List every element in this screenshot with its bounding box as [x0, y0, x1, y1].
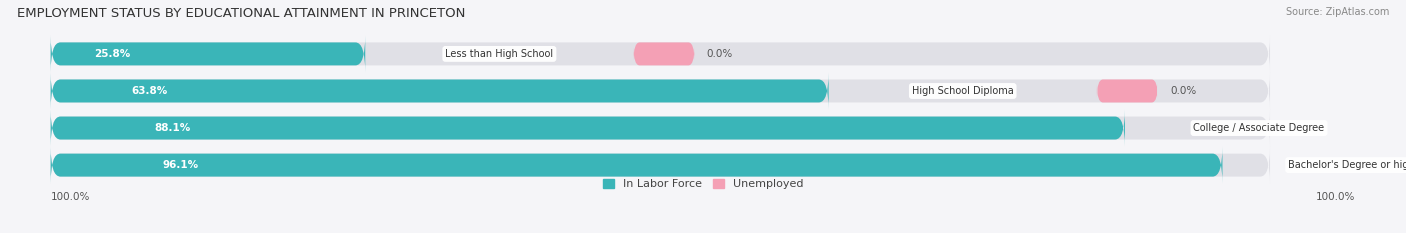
Text: 100.0%: 100.0%: [51, 192, 90, 202]
Text: 96.1%: 96.1%: [163, 160, 198, 170]
FancyBboxPatch shape: [634, 42, 695, 65]
Text: Bachelor's Degree or higher: Bachelor's Degree or higher: [1288, 160, 1406, 170]
FancyBboxPatch shape: [51, 36, 366, 72]
FancyBboxPatch shape: [51, 110, 1125, 146]
Text: 88.1%: 88.1%: [155, 123, 191, 133]
FancyBboxPatch shape: [51, 73, 828, 109]
Text: College / Associate Degree: College / Associate Degree: [1194, 123, 1324, 133]
FancyBboxPatch shape: [51, 147, 1270, 183]
FancyBboxPatch shape: [51, 147, 1222, 183]
Text: Less than High School: Less than High School: [446, 49, 554, 59]
Text: Source: ZipAtlas.com: Source: ZipAtlas.com: [1285, 7, 1389, 17]
FancyBboxPatch shape: [51, 36, 1270, 72]
Legend: In Labor Force, Unemployed: In Labor Force, Unemployed: [598, 175, 808, 194]
FancyBboxPatch shape: [51, 110, 1270, 146]
FancyBboxPatch shape: [51, 73, 1270, 109]
Text: High School Diploma: High School Diploma: [912, 86, 1014, 96]
Text: 63.8%: 63.8%: [131, 86, 167, 96]
Text: EMPLOYMENT STATUS BY EDUCATIONAL ATTAINMENT IN PRINCETON: EMPLOYMENT STATUS BY EDUCATIONAL ATTAINM…: [17, 7, 465, 20]
Text: 0.0%: 0.0%: [707, 49, 733, 59]
Text: 0.0%: 0.0%: [1170, 86, 1197, 96]
FancyBboxPatch shape: [1393, 116, 1406, 140]
Text: 100.0%: 100.0%: [1316, 192, 1355, 202]
FancyBboxPatch shape: [1097, 79, 1157, 103]
Text: 25.8%: 25.8%: [94, 49, 131, 59]
